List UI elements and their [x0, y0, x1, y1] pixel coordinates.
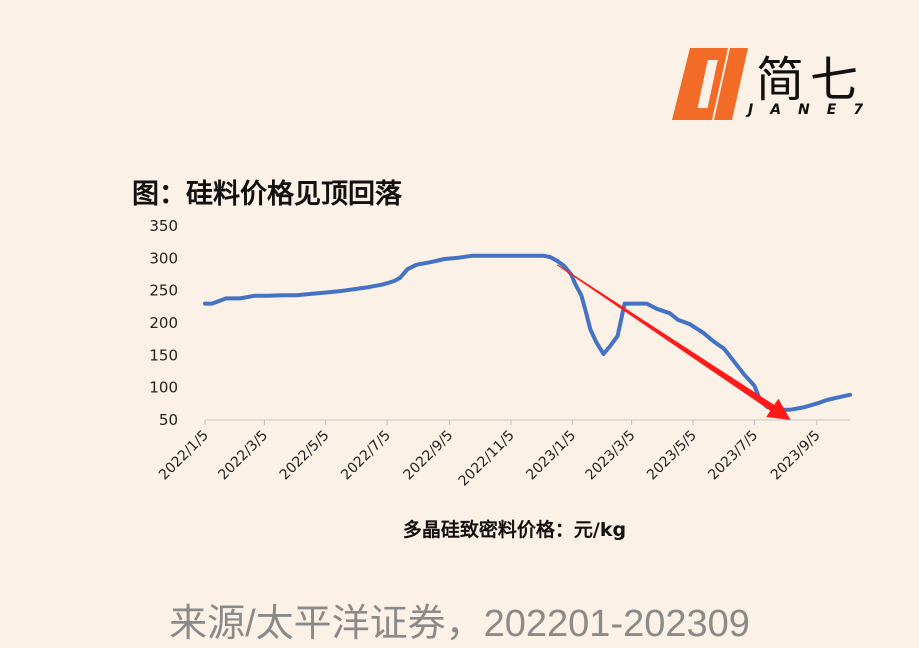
y-tick-label: 100 [149, 379, 178, 397]
logo-text: 简七 [756, 52, 865, 108]
logo-right-shape [714, 48, 748, 120]
logo-mark [672, 48, 748, 120]
x-axis-label: 多晶硅致密料价格：元/kg [402, 519, 627, 541]
logo-subtext: JANE7 [748, 102, 881, 118]
x-tick-label: 2022/3/5 [215, 428, 271, 484]
x-tick-label: 2023/3/5 [583, 428, 639, 484]
y-tick-label: 300 [149, 249, 178, 267]
x-tick-label: 2022/1/5 [156, 428, 212, 484]
chart-title: 图：硅料价格见顶回落 [132, 179, 402, 210]
x-tick-label: 2022/11/5 [456, 428, 518, 490]
y-tick-label: 200 [149, 314, 178, 332]
x-tick-label: 2022/5/5 [277, 428, 333, 484]
x-tick-label: 2022/9/5 [401, 428, 457, 484]
y-tick-label: 250 [149, 282, 178, 300]
x-tick-label: 2023/7/5 [705, 428, 761, 484]
logo-gap [697, 60, 718, 108]
source-note: 来源/太平洋证券，202201-202309 [169, 603, 750, 645]
brand-logo [672, 40, 882, 126]
x-tick-label: 2023/5/5 [644, 428, 700, 484]
y-tick-label: 150 [149, 346, 178, 364]
x-tick-label: 2023/9/5 [768, 428, 824, 484]
y-tick-label: 350 [149, 217, 178, 235]
trend-arrow [556, 264, 791, 420]
y-tick-label: 50 [159, 411, 178, 429]
x-tick-label: 2022/7/5 [338, 428, 394, 484]
series-line [203, 253, 852, 412]
x-tick-label: 2023/1/5 [523, 428, 579, 484]
